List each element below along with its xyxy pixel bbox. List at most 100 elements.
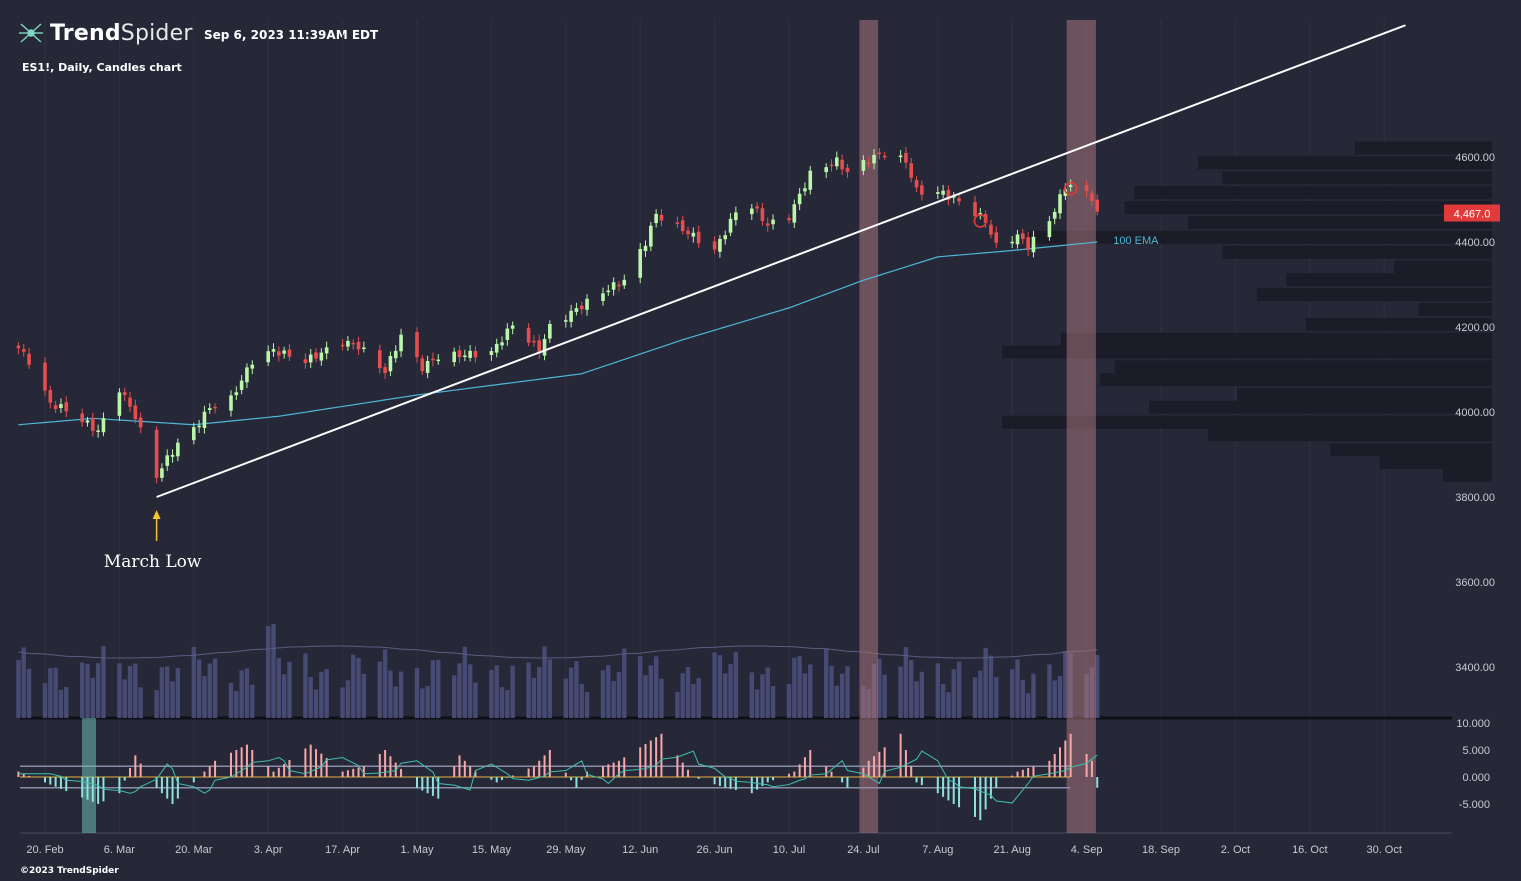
candle	[978, 213, 983, 215]
volume-bar	[531, 677, 537, 718]
candle	[1026, 237, 1030, 250]
candle	[154, 429, 159, 478]
volume-profile-bar	[1188, 215, 1492, 229]
volume-bar	[287, 661, 292, 718]
candle	[914, 179, 919, 188]
volume-profile-bar	[1149, 400, 1492, 414]
volume-bar	[723, 673, 728, 718]
candle	[532, 340, 536, 343]
candle	[85, 420, 90, 423]
candle	[840, 159, 844, 170]
date-tick-label: 7. Aug	[922, 844, 953, 856]
volume-bar	[340, 687, 345, 718]
candle	[308, 354, 313, 363]
volume-bar	[834, 685, 840, 718]
candle	[691, 232, 696, 237]
candle	[654, 213, 658, 224]
volume-bar	[946, 692, 951, 718]
volume-bar	[994, 677, 999, 718]
candle	[622, 279, 627, 286]
volume-profile-bar	[1354, 141, 1492, 155]
volume-bar	[90, 677, 96, 718]
volume-bar	[659, 678, 664, 718]
candle	[659, 214, 664, 221]
volume-bar	[749, 672, 754, 718]
volume-bar	[1010, 669, 1015, 718]
volume-profile-bar	[1237, 388, 1492, 401]
candle	[585, 298, 589, 310]
candle	[388, 355, 393, 372]
candle	[96, 430, 100, 432]
candle	[324, 347, 329, 354]
date-tick-label: 12. Jun	[622, 844, 658, 856]
volume-bar	[728, 664, 733, 718]
candle	[994, 232, 999, 243]
volume-bar	[898, 666, 903, 718]
trendspider-logo: TrendSpider	[18, 20, 193, 46]
candle	[898, 155, 903, 158]
volume-bar	[170, 681, 175, 718]
oscillator-signal-line	[18, 750, 1098, 804]
candle	[696, 231, 701, 244]
candle	[904, 152, 908, 163]
volume-bar	[1095, 654, 1100, 718]
volume-bar	[196, 659, 202, 718]
candle	[282, 350, 286, 354]
volume-bar	[324, 669, 329, 718]
candle	[1084, 184, 1089, 192]
volume-bar	[765, 667, 770, 718]
candle	[494, 343, 499, 353]
volume-bar	[345, 680, 351, 718]
candle	[133, 405, 138, 420]
volume-bar	[212, 658, 218, 718]
volume-bar	[584, 692, 590, 718]
date-tick-label: 20. Feb	[26, 844, 63, 856]
candle	[277, 351, 281, 356]
volume-profile-bar	[1443, 468, 1492, 482]
candle	[723, 235, 728, 240]
chart-subtitle: ES1!, Daily, Candles chart	[22, 61, 182, 74]
volume-profile-bar	[1060, 332, 1492, 346]
volume-bar	[691, 684, 696, 718]
volume-profile-bar	[1114, 360, 1492, 374]
candle	[909, 163, 914, 178]
volume-bar	[510, 665, 515, 718]
candle	[1015, 234, 1020, 245]
volume-bar	[611, 681, 616, 718]
volume-profile-bar	[1222, 245, 1492, 259]
volume-bar	[452, 675, 457, 718]
volume-bar	[712, 652, 717, 718]
volume-bar	[303, 653, 308, 718]
date-tick-label: 4. Sep	[1071, 844, 1103, 856]
candle	[1052, 212, 1057, 219]
volume-bar	[95, 663, 101, 718]
candle	[989, 224, 993, 235]
candle	[569, 310, 573, 322]
volume-bar	[754, 689, 760, 718]
volume-bar	[154, 690, 159, 718]
trendline	[156, 24, 1406, 498]
candle	[245, 367, 249, 383]
volume-bar	[1063, 650, 1068, 718]
volume-bar	[175, 667, 181, 718]
volume-bar	[1015, 659, 1020, 718]
date-tick-label: 6. Mar	[104, 844, 136, 856]
candle	[638, 248, 642, 278]
volume-profile	[1002, 141, 1492, 482]
volume-bar	[165, 666, 170, 718]
price-tick-label: 4400.00	[1455, 237, 1495, 249]
candle	[202, 411, 207, 429]
candle	[117, 392, 122, 416]
candle	[675, 222, 680, 224]
volume-bar	[489, 669, 494, 718]
volume-bar	[414, 668, 420, 718]
volume-bar	[356, 658, 361, 718]
date-tick-label: 26. Jun	[697, 844, 733, 856]
candle	[271, 349, 276, 352]
volume-profile-bar	[1002, 345, 1492, 359]
volume-bar	[313, 689, 319, 718]
volume-bar	[1052, 680, 1057, 718]
candle	[505, 328, 510, 340]
volume-profile-bar	[1134, 186, 1492, 200]
